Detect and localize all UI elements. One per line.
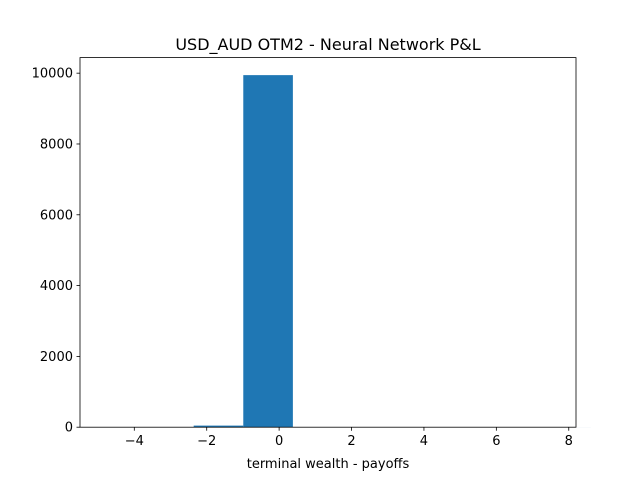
- chart-title: USD_AUD OTM2 - Neural Network P&L: [175, 35, 480, 55]
- x-tick-label: 2: [347, 434, 355, 449]
- y-tick-label: 4000: [40, 279, 73, 294]
- x-tick-label: 6: [492, 434, 500, 449]
- histogram-bar-3: [243, 75, 293, 428]
- histogram-bars: [94, 75, 591, 428]
- x-axis-label: terminal wealth - payoffs: [247, 457, 410, 472]
- x-tick-label: −2: [197, 434, 216, 449]
- x-tick-label: 8: [565, 434, 573, 449]
- y-tick-label: 2000: [40, 350, 73, 365]
- plot-area: [80, 57, 576, 428]
- histogram-bar-2: [193, 425, 244, 428]
- y-axis: 0 2000 4000 6000 8000 10000: [32, 67, 80, 436]
- axes-frame: [79, 57, 577, 428]
- axes-spines: [79, 57, 577, 428]
- x-axis: −4 −2 0 2 4 6 8: [125, 427, 573, 449]
- x-tick-label: −4: [125, 434, 144, 449]
- y-tick-label: 6000: [40, 208, 73, 223]
- y-tick-label: 8000: [40, 137, 73, 152]
- y-tick-label: 0: [65, 421, 73, 436]
- x-tick-label: 4: [420, 434, 428, 449]
- y-tick-label: 10000: [32, 67, 73, 82]
- plot-background: [80, 57, 576, 428]
- x-tick-label: 0: [275, 434, 283, 449]
